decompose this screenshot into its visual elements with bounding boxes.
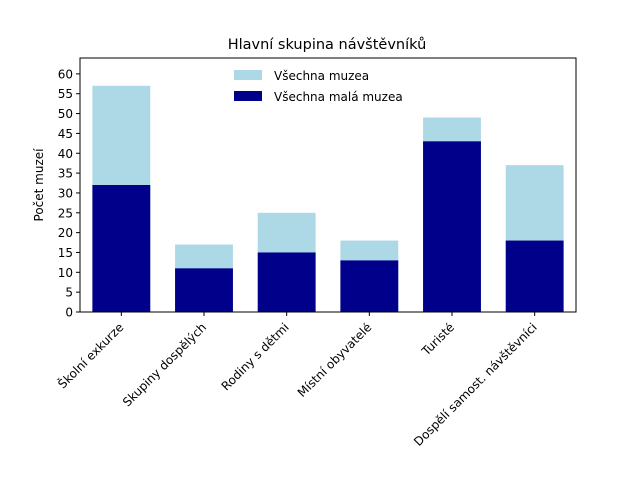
chart-title: Hlavní skupina návštěvníků [228, 37, 427, 53]
y-tick-label: 15 [58, 246, 73, 260]
bar-series-2-6 [505, 240, 564, 312]
y-tick-label: 25 [58, 206, 73, 220]
bar-series-2-3 [257, 252, 316, 312]
y-tick-label: 35 [58, 167, 73, 181]
bar-series-2-5 [423, 141, 481, 312]
plot-frame [79, 57, 577, 313]
y-tick-label: 5 [65, 286, 73, 300]
y-tick-label: 0 [65, 306, 73, 320]
y-tick-label: 45 [58, 127, 73, 141]
bar-series-2-2 [175, 268, 233, 312]
y-tick-label: 20 [58, 226, 73, 240]
y-tick-label: 30 [58, 186, 73, 200]
y-axis-label: Počet muzeí [32, 148, 46, 222]
y-tick-label: 55 [58, 87, 73, 101]
legend-label-1: Všechna muzea [274, 69, 369, 83]
bar-series-2-1 [92, 185, 151, 312]
bar-series-2-4 [340, 260, 399, 312]
legend-swatch-2 [234, 91, 262, 101]
y-tick-label: 60 [58, 67, 73, 81]
legend-swatch-1 [234, 70, 262, 80]
y-axis: 0 5 10 15 20 25 30 35 40 45 50 55 60 [58, 67, 80, 320]
y-tick-label: 40 [58, 147, 73, 161]
legend-label-2: Všechna malá muzea [274, 90, 403, 104]
bars-group [92, 85, 564, 312]
y-tick-label: 50 [58, 107, 73, 121]
legend: Všechna muzea Všechna malá muzea [234, 69, 403, 104]
y-tick-label: 10 [58, 266, 73, 280]
